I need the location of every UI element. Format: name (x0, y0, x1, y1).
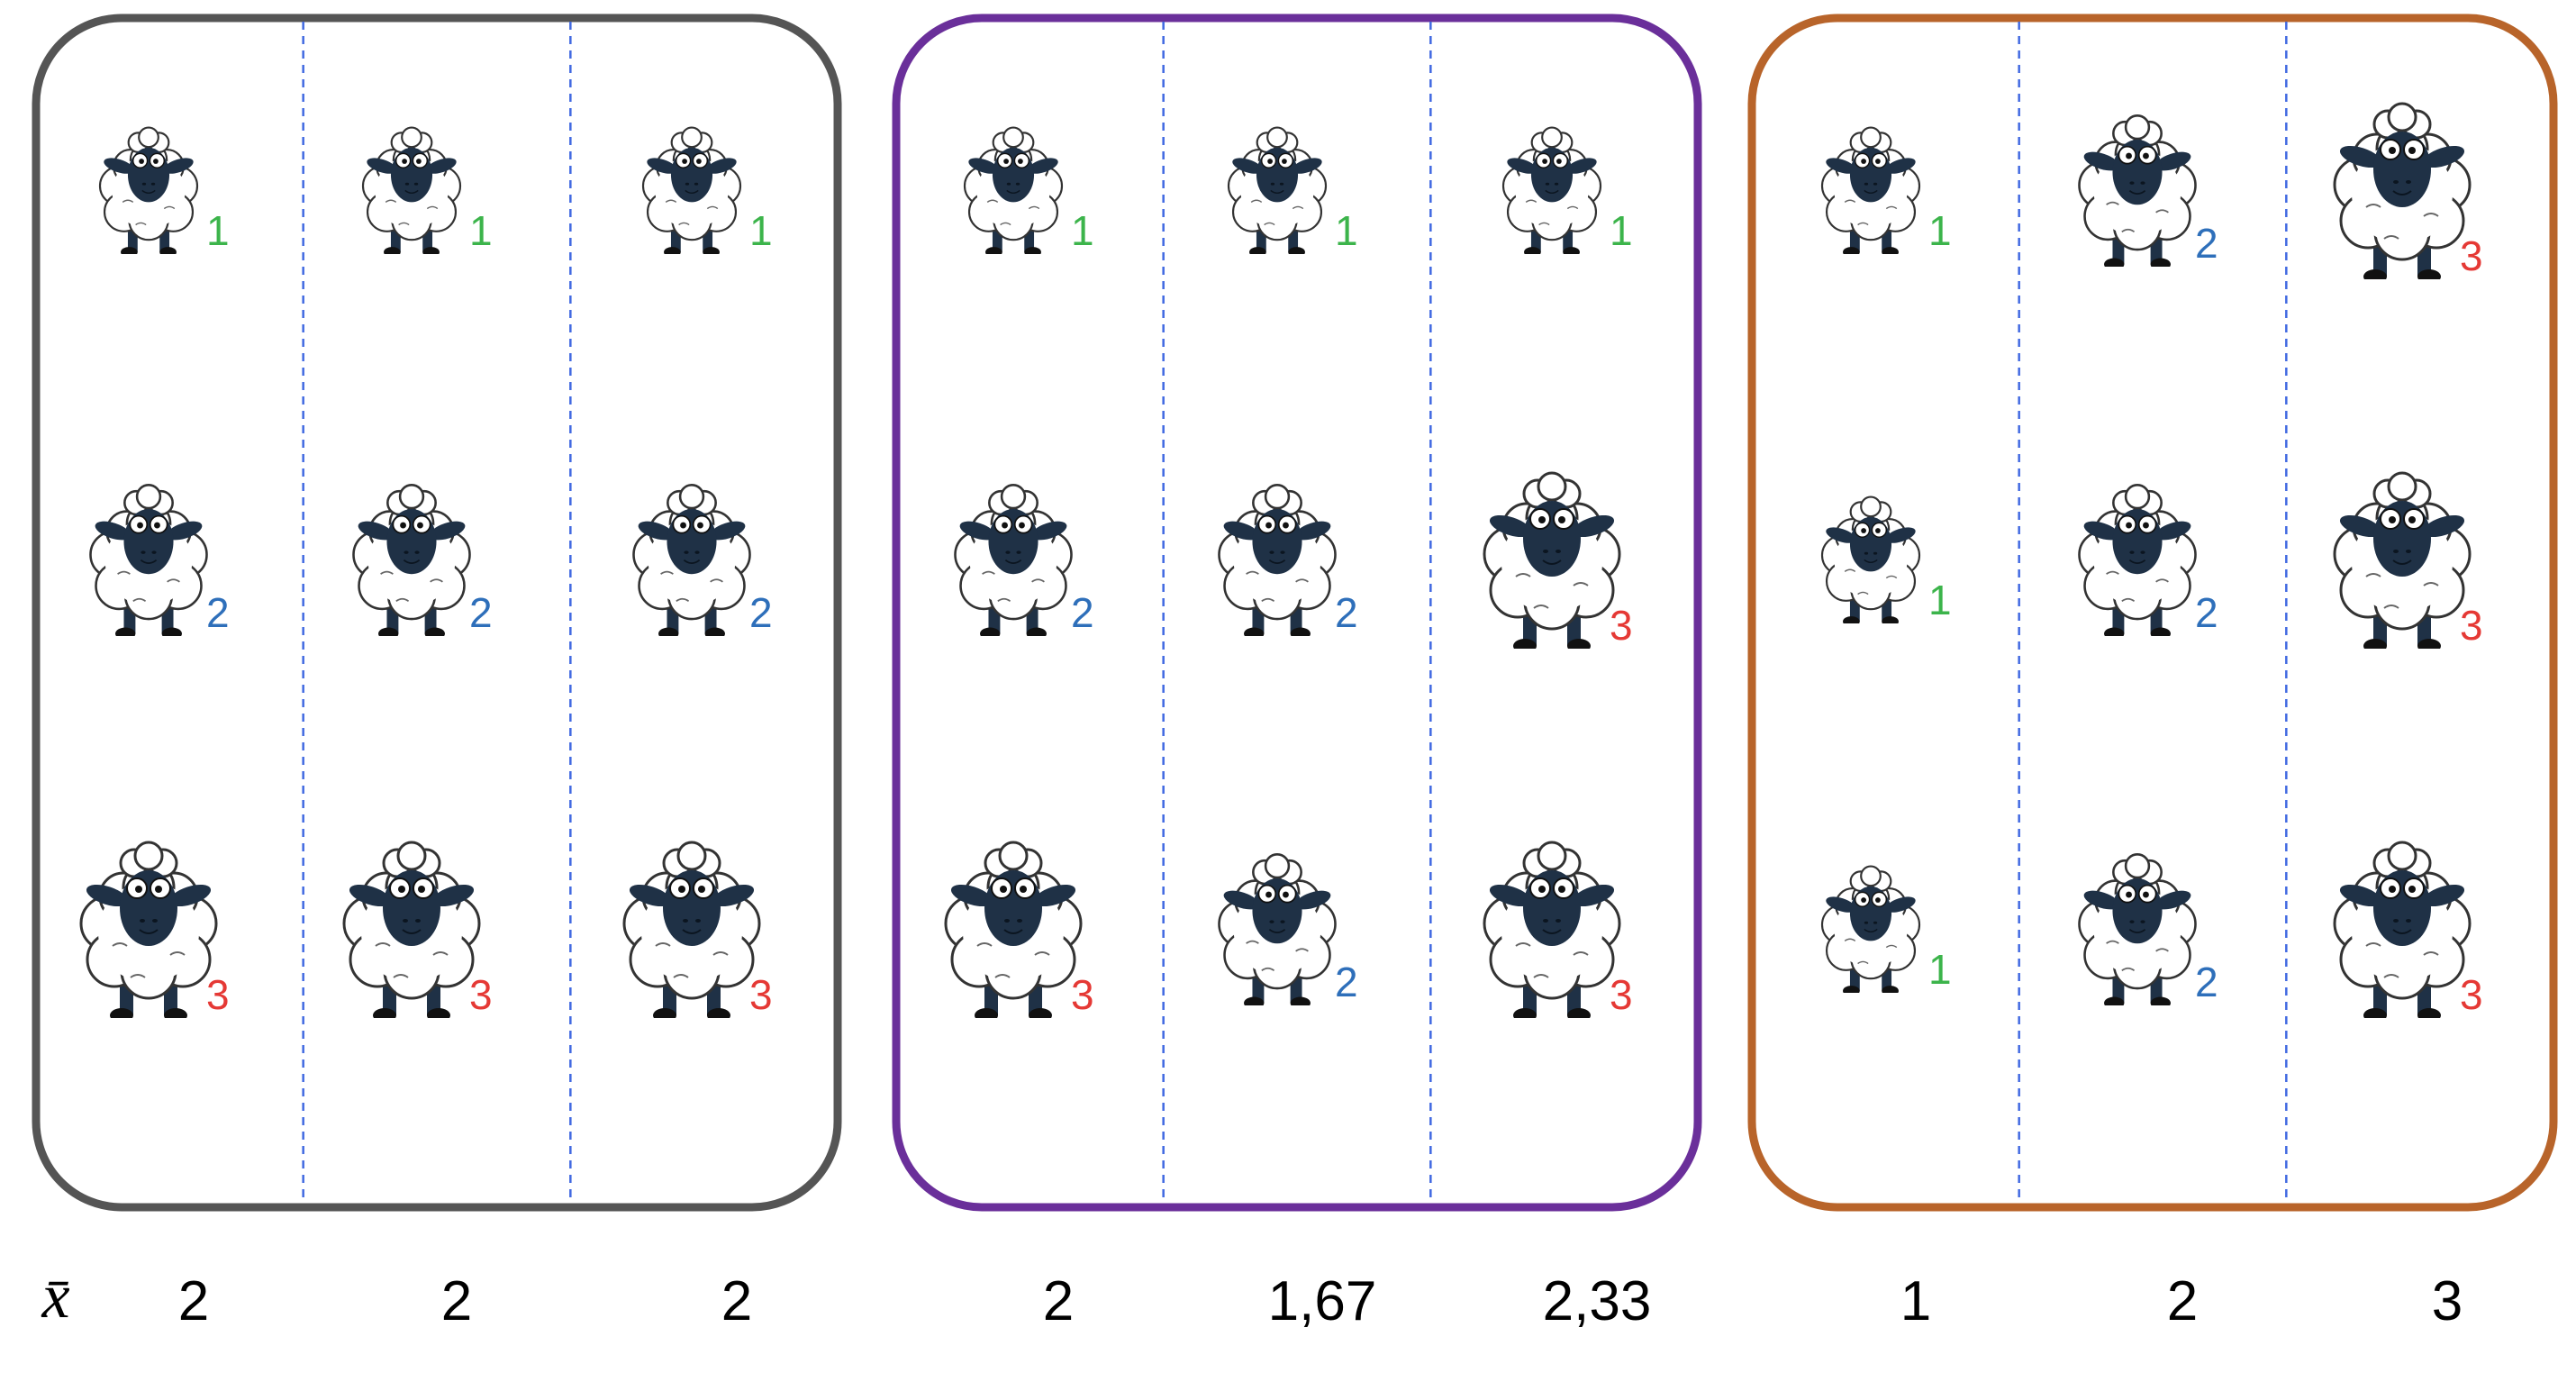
sheep-size-3: 3 (2333, 841, 2483, 1018)
sheep-size-label: 2 (1071, 589, 1094, 636)
sheep-size-1: 1 (361, 126, 493, 254)
sheep-size-label: 2 (469, 589, 493, 636)
sheep-size-3: 3 (944, 841, 1094, 1018)
sheep-size-3: 3 (2333, 102, 2483, 279)
sheep-size-label: 3 (1610, 971, 1633, 1018)
sheep-size-1: 1 (963, 126, 1094, 254)
sheep-size-3: 3 (1483, 471, 1633, 649)
sheep-size-label: 3 (469, 971, 493, 1018)
sheep-size-label: 2 (1335, 959, 1358, 1005)
sheep-size-2: 2 (954, 484, 1094, 636)
sheep-size-label: 1 (1610, 207, 1633, 254)
sheep-size-1: 1 (1501, 126, 1633, 254)
sample-mean-value: 2 (2167, 1270, 2198, 1332)
sample-mean-value: 2 (721, 1270, 752, 1332)
sample-mean-value: 1,67 (1268, 1270, 1377, 1332)
sheep-size-label: 2 (2195, 589, 2218, 636)
sheep-size-1: 1 (1227, 126, 1358, 254)
sheep-size-1: 1 (1820, 126, 1952, 254)
sheep-size-2: 2 (89, 484, 230, 636)
sheep-size-3: 3 (2333, 471, 2483, 649)
sheep-size-label: 2 (1335, 589, 1358, 636)
means-row: 2 2 2 2 1,67 2,33 1 2 3 (178, 1270, 2463, 1332)
sheep-size-label: 1 (1928, 577, 1952, 623)
sheep-size-label: 3 (1071, 971, 1094, 1018)
panels-layer: 1 2 3 1 2 3 1 2 3 1 2 3 1 2 2 1 3 3 1 1 1 2 2 2 3 3 3 (32, 14, 2558, 1212)
sheep-size-2: 2 (2078, 484, 2218, 636)
sheep-size-3: 3 (622, 841, 773, 1018)
sample-mean-value: 1 (1900, 1270, 1931, 1332)
sheep-size-label: 1 (1071, 207, 1094, 254)
sheep-size-2: 2 (2078, 853, 2218, 1005)
sheep-size-2: 2 (352, 484, 493, 636)
sheep-size-1: 1 (1820, 496, 1952, 623)
sheep-size-label: 2 (206, 589, 230, 636)
sheep-size-label: 2 (749, 589, 773, 636)
sheep-size-label: 2 (2195, 220, 2218, 267)
sheep-size-label: 3 (2460, 602, 2483, 649)
sample-mean-value: 2 (441, 1270, 472, 1332)
sample-mean-value: 3 (2432, 1270, 2463, 1332)
mean-symbol-label: x̄ (41, 1262, 69, 1332)
sheep-size-label: 1 (1335, 207, 1358, 254)
sheep-size-1: 1 (641, 126, 773, 254)
sheep-size-3: 3 (342, 841, 493, 1018)
sheep-size-label: 3 (2460, 971, 2483, 1018)
sample-panel-3: 1 1 1 2 2 2 3 3 3 (1747, 14, 2558, 1212)
sheep-size-label: 3 (1610, 602, 1633, 649)
sample-panel-2: 1 2 3 1 2 2 1 3 3 (892, 14, 1702, 1212)
sample-mean-value: 2 (178, 1270, 209, 1332)
sheep-size-label: 1 (1928, 946, 1952, 993)
sheep-size-label: 3 (206, 971, 230, 1018)
sheep-size-label: 1 (206, 207, 230, 254)
sheep-size-label: 1 (749, 207, 773, 254)
sample-panel-1: 1 2 3 1 2 3 1 2 3 (32, 14, 842, 1212)
sheep-size-1: 1 (1820, 865, 1952, 993)
sheep-size-2: 2 (632, 484, 773, 636)
sheep-size-label: 1 (1928, 207, 1952, 254)
sheep-size-label: 3 (749, 971, 773, 1018)
sheep-size-label: 2 (2195, 959, 2218, 1005)
sheep-size-label: 1 (469, 207, 493, 254)
sheep-size-1: 1 (98, 126, 230, 254)
sheep-size-2: 2 (2078, 114, 2218, 267)
sheep-size-3: 3 (1483, 841, 1633, 1018)
sheep-size-label: 3 (2460, 232, 2483, 279)
sheep-size-3: 3 (79, 841, 230, 1018)
sheep-size-2: 2 (1218, 484, 1358, 636)
sheep-size-2: 2 (1218, 853, 1358, 1005)
sample-mean-value: 2 (1043, 1270, 1074, 1332)
sample-mean-value: 2,33 (1543, 1270, 1652, 1332)
